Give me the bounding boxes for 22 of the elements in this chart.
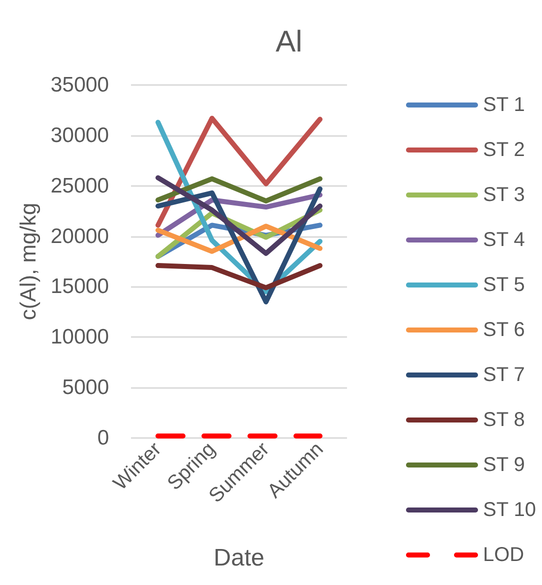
legend-label: ST 7 <box>483 364 525 386</box>
legend-label: LOD <box>483 544 524 566</box>
x-axis-title: Date <box>214 544 264 572</box>
legend-label: ST 3 <box>483 184 525 206</box>
legend-label: ST 9 <box>483 454 525 476</box>
legend-label: ST 10 <box>483 499 536 521</box>
chart-title: Al <box>276 26 302 58</box>
y-tick-label: 25000 <box>50 174 109 198</box>
legend-label: ST 2 <box>483 139 525 161</box>
y-tick-label: 15000 <box>50 275 109 298</box>
y-tick-label: 30000 <box>50 124 109 147</box>
y-tick-label: 10000 <box>50 326 109 349</box>
legend-label: ST 4 <box>483 229 525 251</box>
y-tick-label: 35000 <box>50 74 109 96</box>
y-tick-label: 5000 <box>62 376 109 400</box>
legend-label: ST 6 <box>483 319 525 341</box>
legend-label: ST 8 <box>483 409 525 431</box>
legend-label: ST 1 <box>483 94 525 116</box>
legend-label: ST 5 <box>483 274 525 296</box>
y-tick-label: 0 <box>97 426 109 450</box>
y-axis-title: c(Al), mg/kg <box>16 202 40 320</box>
y-tick-label: 20000 <box>50 224 109 248</box>
